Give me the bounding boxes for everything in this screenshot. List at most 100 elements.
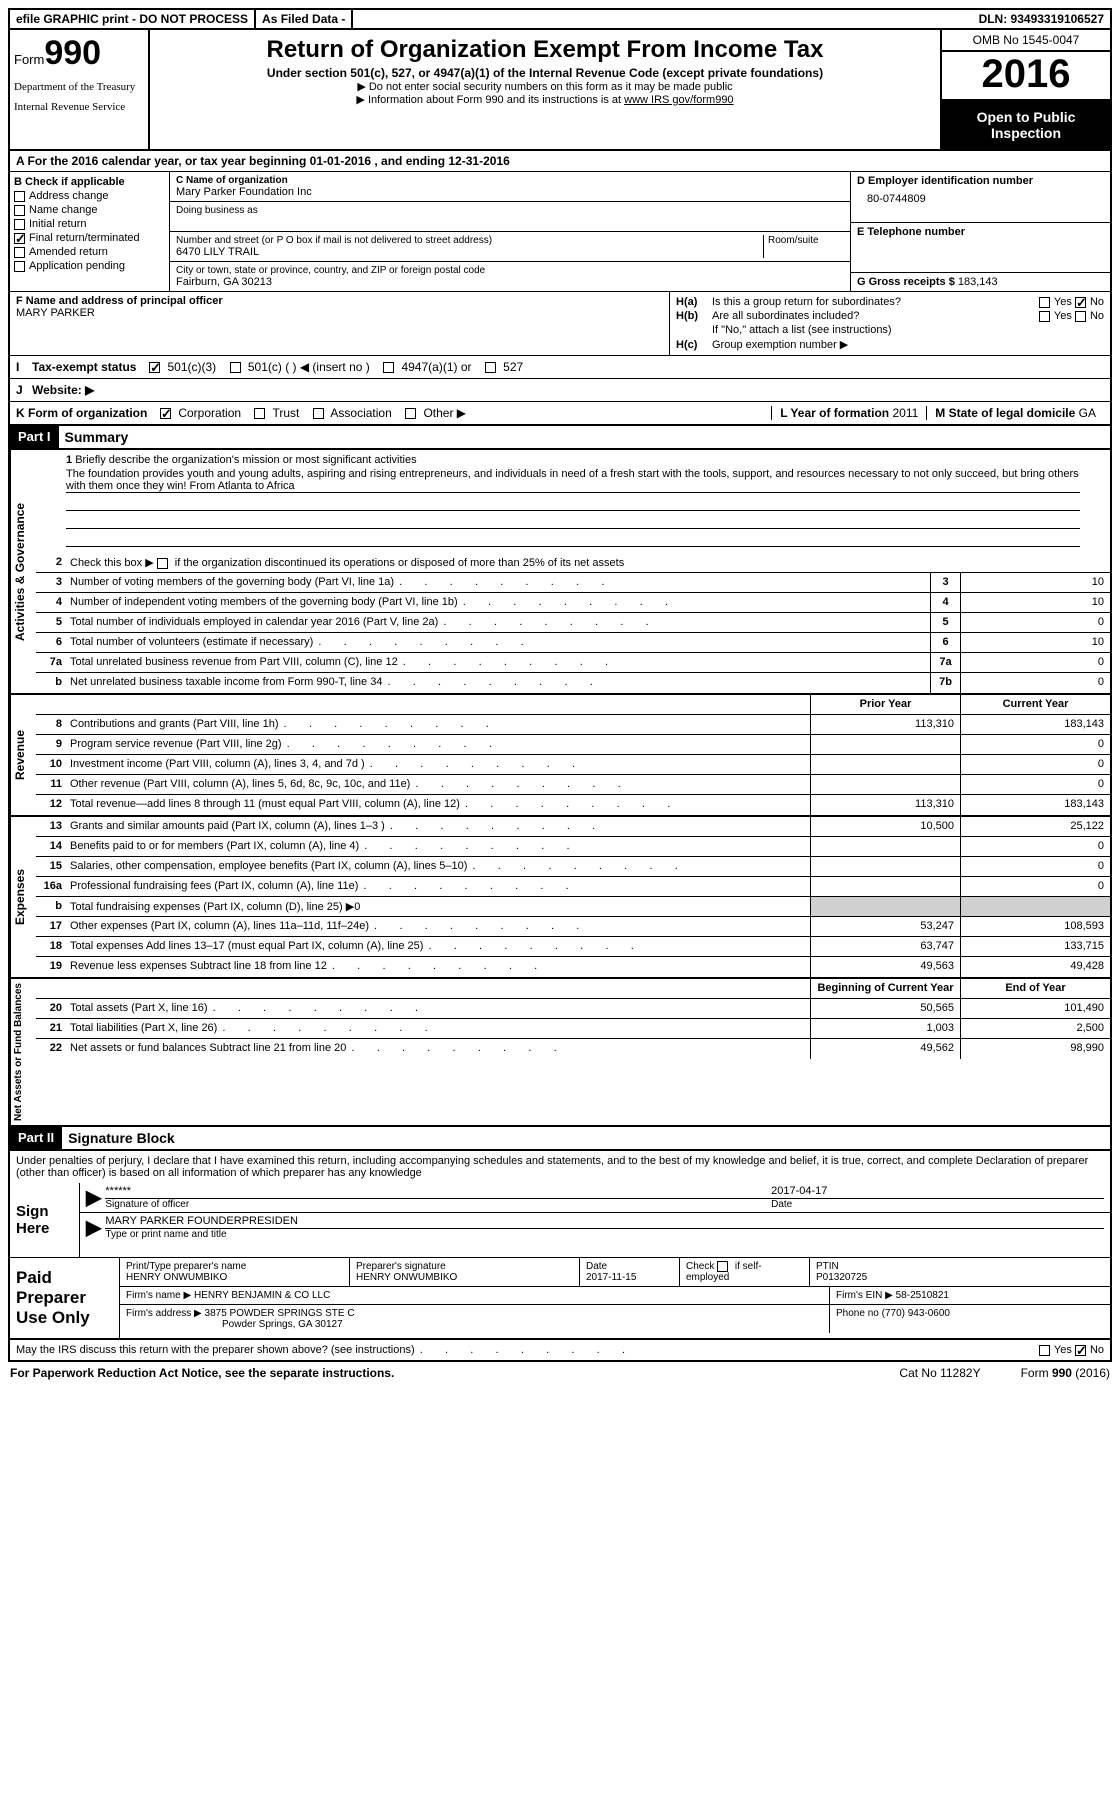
section-fh: F Name and address of principal officer … <box>8 292 1112 356</box>
street-label: Number and street (or P O box if mail is… <box>176 235 759 246</box>
summary-line: 20Total assets (Part X, line 16)50,56510… <box>36 999 1110 1019</box>
org-name: Mary Parker Foundation Inc <box>176 186 844 198</box>
b-checkbox[interactable] <box>14 191 25 202</box>
summary-line: 22Net assets or fund balances Subtract l… <box>36 1039 1110 1059</box>
h-note: If "No," attach a list (see instructions… <box>712 324 1104 336</box>
section-a: A For the 2016 calendar year, or tax yea… <box>8 151 1112 172</box>
form-subtitle: Under section 501(c), 527, or 4947(a)(1)… <box>160 66 930 80</box>
col-end: End of Year <box>960 979 1110 998</box>
dept-irs: Internal Revenue Service <box>14 101 144 113</box>
top-bar: efile GRAPHIC print - DO NOT PROCESS As … <box>8 8 1112 30</box>
section-klm: K Form of organization Corporation Trust… <box>8 402 1112 426</box>
e-label: E Telephone number <box>857 226 965 238</box>
form-title: Return of Organization Exempt From Incom… <box>160 36 930 64</box>
city-label: City or town, state or province, country… <box>176 265 844 276</box>
b-checkbox[interactable] <box>14 205 25 216</box>
summary-line: bNet unrelated business taxable income f… <box>36 673 1110 693</box>
irs-link[interactable]: www IRS gov/form990 <box>624 94 733 106</box>
vtab-revenue: Revenue <box>10 695 36 815</box>
note-link: Information about Form 990 and its instr… <box>160 93 930 106</box>
ha-no[interactable] <box>1075 297 1086 308</box>
dln-label: DLN: 93493319106527 <box>973 10 1110 28</box>
b-checkbox[interactable] <box>14 233 25 244</box>
efile-label: efile GRAPHIC print - DO NOT PROCESS <box>10 10 256 28</box>
firm-name: HENRY BENJAMIN & CO LLC <box>194 1290 330 1301</box>
year-block: OMB No 1545-0047 2016 Open to PublicInsp… <box>940 30 1110 149</box>
preparer-name: HENRY ONWUMBIKO <box>126 1272 343 1283</box>
b-item: Address change <box>14 190 165 202</box>
section-c: C Name of organization Mary Parker Found… <box>170 172 850 291</box>
k-label: K Form of organization <box>16 406 147 420</box>
part-2-header: Part II Signature Block <box>8 1127 1112 1151</box>
b-checkbox[interactable] <box>14 247 25 258</box>
col-beginning: Beginning of Current Year <box>810 979 960 998</box>
b-checkbox[interactable] <box>14 219 25 230</box>
arrow-icon: ▶ <box>86 1215 105 1240</box>
l-val: 2011 <box>892 406 918 420</box>
summary-revenue: Revenue Prior YearCurrent Year 8Contribu… <box>8 695 1112 817</box>
col-current: Current Year <box>960 695 1110 714</box>
summary-line: 8Contributions and grants (Part VIII, li… <box>36 715 1110 735</box>
asfiled-label: As Filed Data - <box>256 10 353 28</box>
summary-line: 13Grants and similar amounts paid (Part … <box>36 817 1110 837</box>
preparer-signature: HENRY ONWUMBIKO <box>356 1272 573 1283</box>
option-checkbox[interactable] <box>230 362 241 373</box>
officer-signature: ****** <box>105 1185 771 1199</box>
firm-address: 3875 POWDER SPRINGS STE C <box>205 1308 355 1319</box>
summary-line: 21Total liabilities (Part X, line 26)1,0… <box>36 1019 1110 1039</box>
discuss-no[interactable] <box>1075 1345 1086 1356</box>
col-prior: Prior Year <box>810 695 960 714</box>
gross-receipts: 183,143 <box>958 276 998 288</box>
summary-line: 14Benefits paid to or for members (Part … <box>36 837 1110 857</box>
option-checkbox[interactable] <box>149 362 160 373</box>
g-label: G Gross receipts $ <box>857 276 955 288</box>
sign-date: 2017-04-17 <box>771 1185 1104 1199</box>
part-1-header: Part I Summary <box>8 426 1112 450</box>
summary-line: 10Investment income (Part VIII, column (… <box>36 755 1110 775</box>
vtab-governance: Activities & Governance <box>10 450 36 693</box>
hb-no[interactable] <box>1075 311 1086 322</box>
part-1-title: Summary <box>59 426 135 448</box>
discuss-yes[interactable] <box>1039 1345 1050 1356</box>
vtab-expenses: Expenses <box>10 817 36 977</box>
option-checkbox[interactable] <box>254 408 265 419</box>
section-h: H(a)Is this a group return for subordina… <box>670 292 1110 355</box>
summary-line: 9Program service revenue (Part VIII, lin… <box>36 735 1110 755</box>
option-checkbox[interactable] <box>485 362 496 373</box>
option-checkbox[interactable] <box>313 408 324 419</box>
street-value: 6470 LILY TRAIL <box>176 246 759 258</box>
tax-year: 2016 <box>942 52 1110 101</box>
ha-yes[interactable] <box>1039 297 1050 308</box>
summary-line: 4Number of independent voting members of… <box>36 593 1110 613</box>
hb-yes[interactable] <box>1039 311 1050 322</box>
paperwork-notice: For Paperwork Reduction Act Notice, see … <box>10 1366 899 1380</box>
summary-line: 16aProfessional fundraising fees (Part I… <box>36 877 1110 897</box>
dept-treasury: Department of the Treasury <box>14 81 144 93</box>
summary-expenses: Expenses 13Grants and similar amounts pa… <box>8 817 1112 979</box>
b-checkbox[interactable] <box>14 261 25 272</box>
section-j: JWebsite: ▶ <box>8 379 1112 402</box>
summary-net: Net Assets or Fund Balances Beginning of… <box>8 979 1112 1127</box>
firm-ein: 58-2510821 <box>896 1290 949 1301</box>
option-checkbox[interactable] <box>405 408 416 419</box>
preparer-date: 2017-11-15 <box>586 1272 673 1283</box>
summary-line: 12Total revenue—add lines 8 through 11 (… <box>36 795 1110 815</box>
self-employed-checkbox[interactable] <box>717 1261 728 1272</box>
vtab-net: Net Assets or Fund Balances <box>10 979 36 1125</box>
dba-label: Doing business as <box>176 205 844 216</box>
arrow-icon: ▶ <box>86 1185 105 1210</box>
section-de: D Employer identification number 80-0744… <box>850 172 1110 291</box>
discuss-row: May the IRS discuss this return with the… <box>8 1340 1112 1362</box>
m-val: GA <box>1079 406 1096 420</box>
paid-preparer-block: Paid Preparer Use Only Print/Type prepar… <box>8 1258 1112 1340</box>
b-item: Name change <box>14 204 165 216</box>
form-header: Form990 Department of the Treasury Inter… <box>8 30 1112 151</box>
c-label: C Name of organization <box>176 175 288 186</box>
b-item: Final return/terminated <box>14 232 165 244</box>
sign-here-label: Sign Here <box>10 1183 80 1257</box>
option-checkbox[interactable] <box>383 362 394 373</box>
ha-label: Is this a group return for subordinates? <box>712 296 1039 308</box>
line2-checkbox[interactable] <box>157 558 168 569</box>
option-checkbox[interactable] <box>160 408 171 419</box>
page-footer: For Paperwork Reduction Act Notice, see … <box>8 1362 1112 1384</box>
